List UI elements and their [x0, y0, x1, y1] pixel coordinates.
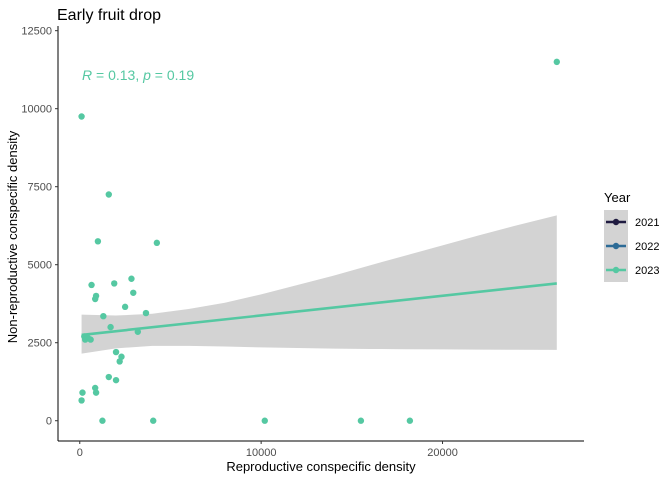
legend-key-point	[612, 218, 620, 226]
x-tick-label: 20000	[427, 447, 458, 459]
data-point	[112, 376, 120, 384]
y-axis-title: Non-reproductive conspecific density	[5, 130, 20, 343]
data-point	[79, 389, 86, 396]
y-tick-label: 5000	[28, 260, 52, 272]
x-axis-title: Reproductive conspecific density	[226, 459, 416, 474]
data-point	[92, 389, 100, 396]
data-point	[78, 397, 85, 404]
legend-label: 2021	[635, 217, 659, 229]
data-point	[130, 289, 137, 296]
data-point	[105, 373, 112, 381]
regression-line	[81, 282, 557, 337]
data-point	[118, 353, 125, 360]
data-point	[553, 58, 560, 66]
y-tick-label: 7500	[28, 182, 52, 194]
x-tick-label: 0	[77, 447, 83, 459]
axes-group: 0 2500 5000 7500 10000 12500 0 10000 20000	[21, 26, 584, 459]
p-value: = 0.19	[151, 67, 194, 83]
legend-key-point	[612, 242, 620, 250]
data-point	[134, 328, 142, 335]
data-point	[78, 113, 85, 120]
confidence-band	[81, 215, 557, 354]
data-point	[100, 312, 107, 320]
data-point	[121, 303, 129, 311]
data-point	[107, 323, 114, 331]
r-value: = 0.13,	[92, 67, 143, 83]
data-point	[99, 417, 106, 424]
legend-title: Year	[604, 190, 631, 205]
data-point	[105, 191, 112, 198]
p-label: p	[142, 67, 151, 83]
data-point	[128, 275, 135, 282]
legend-label: 2023	[635, 265, 659, 277]
plot-area	[78, 58, 560, 424]
y-tick-label: 0	[46, 416, 52, 428]
data-point	[406, 417, 414, 424]
data-point	[87, 336, 94, 343]
r-label: R	[82, 67, 92, 83]
data-point	[153, 239, 161, 247]
data-point	[92, 292, 100, 300]
data-point	[111, 280, 118, 287]
legend: Year 2021 2022 2023	[604, 190, 659, 282]
data-points-group	[78, 58, 560, 424]
data-point	[261, 417, 268, 424]
data-point	[150, 417, 157, 424]
confidence-band-group	[81, 215, 557, 354]
legend-label: 2022	[635, 241, 659, 253]
regression-line-group	[81, 282, 557, 337]
data-point	[94, 238, 102, 245]
y-tick-label: 2500	[28, 338, 52, 350]
data-point	[88, 281, 95, 289]
x-tick-label: 10000	[246, 447, 277, 459]
data-point	[112, 348, 120, 356]
y-tick-label: 12500	[21, 26, 52, 38]
legend-key-point	[612, 266, 620, 274]
y-tick-label: 10000	[21, 104, 52, 116]
data-point	[142, 309, 150, 317]
data-point	[357, 417, 365, 424]
chart-title: Early fruit drop	[57, 7, 161, 24]
correlation-annotation: R = 0.13, p = 0.19	[82, 67, 194, 83]
